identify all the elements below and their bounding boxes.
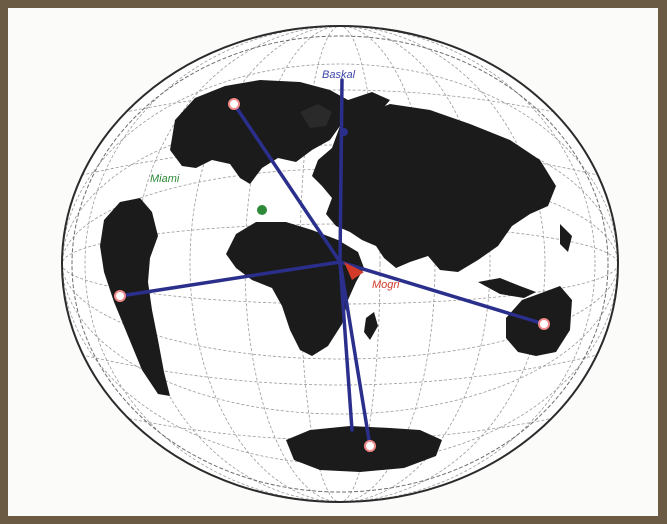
land-antarctica bbox=[286, 426, 442, 472]
land-japan bbox=[560, 224, 572, 252]
route-line-south-america bbox=[118, 260, 342, 298]
route-line-antarctica bbox=[338, 260, 372, 448]
route-line-north-america bbox=[232, 102, 342, 264]
marker-south-america bbox=[114, 290, 126, 302]
land-africa bbox=[226, 222, 364, 356]
marker-north bbox=[340, 128, 348, 136]
route-lines bbox=[118, 78, 546, 448]
route-line-australia bbox=[338, 260, 546, 326]
land-south-america bbox=[100, 198, 170, 396]
marker-antarctica bbox=[364, 440, 376, 452]
route-line-antarctica-inner bbox=[338, 260, 354, 432]
marker-europe-green bbox=[257, 205, 267, 215]
marker-australia bbox=[538, 318, 550, 330]
label-center: Mogri bbox=[372, 279, 400, 291]
land-north-america bbox=[170, 80, 390, 184]
land-greenland bbox=[300, 104, 332, 128]
route-line-north bbox=[338, 78, 344, 264]
land-indonesia bbox=[478, 278, 536, 298]
marker-north-america bbox=[228, 98, 240, 110]
label-top: Baskal bbox=[322, 69, 356, 81]
location-markers bbox=[114, 98, 550, 452]
center-marker bbox=[344, 262, 364, 280]
globe-inner-outline bbox=[71, 35, 609, 493]
land-eurasia bbox=[312, 104, 556, 272]
label-left: Miami bbox=[150, 173, 180, 185]
land-madagascar bbox=[364, 312, 378, 340]
globe-outline bbox=[61, 25, 619, 503]
